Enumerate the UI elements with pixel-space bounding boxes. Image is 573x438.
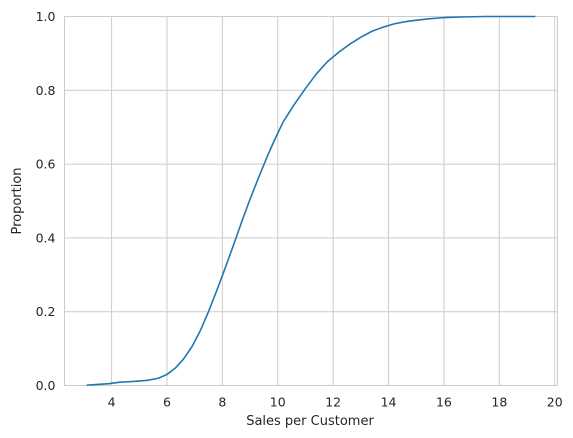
y-tick-label: 0.6 — [36, 157, 56, 172]
x-tick-label: 10 — [270, 395, 286, 410]
y-tick-label: 0.2 — [36, 304, 56, 319]
grid-layer — [64, 16, 558, 386]
y-axis-label: Proportion — [10, 167, 25, 234]
x-tick-label: 4 — [108, 395, 116, 410]
ecdf-line — [86, 15, 536, 386]
x-tick-label: 6 — [163, 395, 171, 410]
x-tick-label: 18 — [491, 395, 507, 410]
plot-frame — [64, 16, 558, 386]
y-tick-label: 0.4 — [36, 230, 56, 245]
y-tick-label: 0.0 — [36, 378, 56, 393]
x-tick-label: 20 — [547, 395, 563, 410]
ticks-layer: 4 6 8 10 12 14 16 18 20 0.0 0.2 0.4 0.6 0.8 1.0 — [36, 9, 563, 410]
y-tick-label: 0.8 — [36, 83, 56, 98]
x-tick-label: 16 — [436, 395, 452, 410]
x-tick-label: 8 — [218, 395, 226, 410]
x-tick-label: 14 — [381, 395, 397, 410]
x-tick-label: 12 — [325, 395, 341, 410]
x-axis-label: Sales per Customer — [246, 414, 374, 429]
y-tick-label: 1.0 — [36, 9, 56, 24]
